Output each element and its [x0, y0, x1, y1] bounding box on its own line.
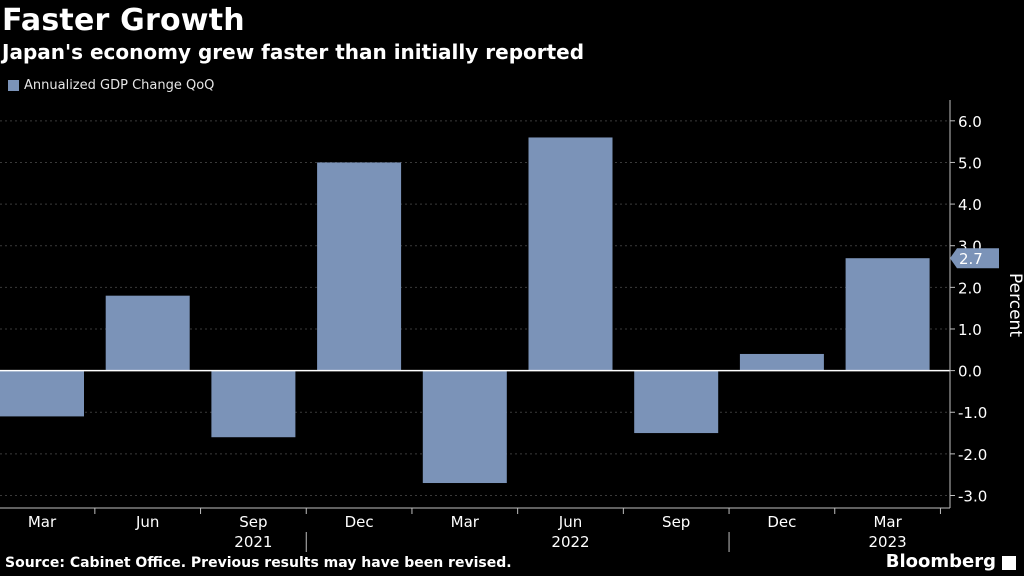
y-tick-label: 6.0: [958, 113, 982, 131]
x-tick-label: Sep: [239, 513, 267, 531]
x-tick-label: Dec: [767, 513, 796, 531]
bar: [317, 162, 402, 371]
chart-title: Faster Growth: [2, 3, 245, 38]
year-label: 2023: [869, 533, 907, 551]
source-note: Source: Cabinet Office. Previous results…: [5, 555, 512, 571]
bar: [845, 258, 930, 371]
bar: [739, 353, 824, 371]
chart-subtitle: Japan's economy grew faster than initial…: [2, 40, 585, 64]
x-tick-label: Mar: [451, 513, 480, 531]
y-tick-label: 4.0: [958, 196, 982, 214]
bar: [634, 370, 719, 434]
x-tick-label: Jun: [558, 513, 582, 531]
y-tick-label: -1.0: [958, 404, 987, 422]
y-tick-label: 2.0: [958, 279, 982, 297]
y-tick-label: -3.0: [958, 488, 987, 506]
bar: [528, 137, 613, 371]
x-tick-label: Jun: [135, 513, 159, 531]
x-tick-label: Sep: [662, 513, 690, 531]
bar: [422, 370, 507, 484]
legend-swatch: [8, 80, 19, 91]
brand-mark-icon: [1002, 556, 1016, 570]
y-tick-label: -2.0: [958, 446, 987, 464]
x-tick-label: Mar: [28, 513, 57, 531]
legend: Annualized GDP Change QoQ: [8, 78, 214, 93]
y-tick-label: 0.0: [958, 363, 982, 381]
value-marker-label: 2.7: [959, 250, 983, 268]
y-tick-label: 1.0: [958, 321, 982, 339]
bar: [0, 370, 84, 417]
x-tick-label: Mar: [873, 513, 902, 531]
x-tick-label: Dec: [345, 513, 374, 531]
year-label: 2022: [551, 533, 589, 551]
value-marker: [950, 248, 999, 269]
brand-logo-text: Bloomberg: [885, 551, 996, 572]
legend-label: Annualized GDP Change QoQ: [24, 78, 215, 93]
y-tick-label: 5.0: [958, 154, 982, 172]
bar: [105, 295, 190, 371]
year-label: 2021: [234, 533, 272, 551]
y-axis-label: Percent: [1005, 273, 1024, 337]
bar: [211, 370, 296, 438]
